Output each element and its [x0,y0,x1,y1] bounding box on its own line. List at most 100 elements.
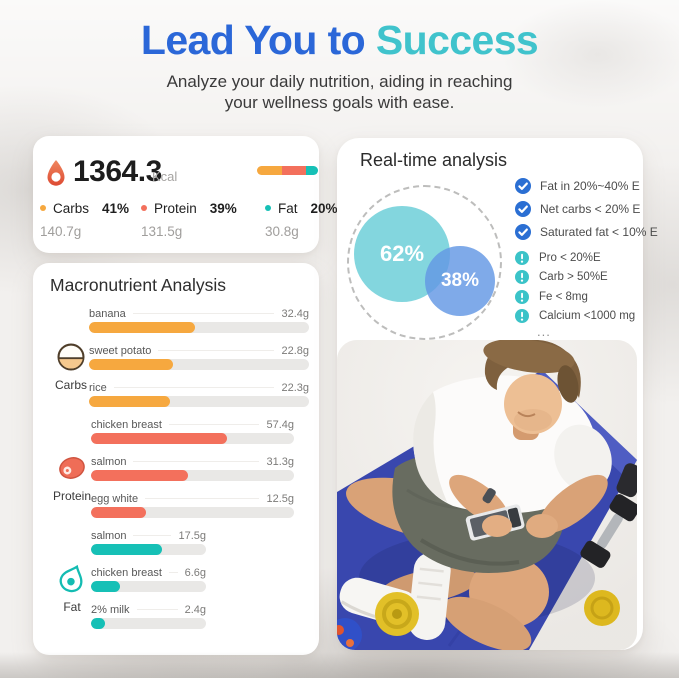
bar-leader-line [132,313,275,314]
warn-item: Pro < 20%E [515,248,643,268]
bar-item: chicken breast 6.6g [91,566,206,592]
dumbbell [580,494,637,568]
analysis-card-title: Real-time analysis [360,150,508,170]
rice-bowl-icon [54,340,88,374]
macro-group-icon-col: Fat [53,529,91,640]
macro-group-icon-col: Carbs [53,307,89,418]
bar-leader-line [113,387,275,388]
check-item: Fat in 20%~40% E [515,174,643,197]
bar-track [89,322,309,333]
bar-label: banana [89,307,126,320]
bar-track [91,470,294,481]
bar-value: 57.4g [266,418,294,431]
venn-small-label: 38% [440,270,480,291]
bar-track [91,507,294,518]
bar-label: salmon [91,529,127,542]
page-subtitle: Analyze your daily nutrition, aiding in … [0,71,679,113]
check-item: Saturated fat < 10% E [515,220,658,243]
bar-value: 17.5g [178,529,206,542]
bar-label: rice [89,381,107,394]
bar-leader-line [158,350,275,351]
bar-fill [91,618,105,629]
bar-leader-line [145,498,260,499]
bar-fill [91,581,120,592]
bar-track [91,433,294,444]
bar-value: 32.4g [281,307,309,320]
bar-fill [91,470,189,481]
lifestyle-photo [337,340,637,650]
bar-track [89,396,309,407]
legend-dot [40,205,46,211]
macronutrient-card: Macronutrient Analysis Carbs banana 32.4g s… [33,263,319,655]
warn-text: Calcium <1000 mg [539,310,636,323]
check-item: Net carbs < 20% E [515,197,643,220]
bar-value: 31.3g [266,455,294,468]
calorie-flame-icon [45,159,67,187]
legend-dot [265,205,271,211]
exclamation-icon [515,270,529,285]
macro-group-bars: salmon 17.5g chicken breast 6.6g 2% milk 2.4g [91,529,206,640]
bar-item: banana 32.4g [89,307,309,333]
macro-group-fat: Fat salmon 17.5g chicken breast 6.6g 2% milk 2… [53,529,309,640]
macro-group-bars: banana 32.4g sweet potato 22.8g rice 22.3g [89,307,309,418]
macro-group-label: Carbs [54,377,87,392]
bar-label: sweet potato [89,344,152,357]
legend-label: Fat [278,200,298,216]
check-text: Saturated fat < 10% E [540,224,658,239]
legend-grams: 131.5g [141,224,183,239]
macro-group-carbs: Carbs banana 32.4g sweet potato 22.8g rice 22.… [53,307,309,418]
bar-fill [91,433,227,444]
bar-label: salmon [91,455,127,468]
legend-percent: 20% [310,200,338,216]
legend-label: Carbs [53,200,90,216]
bar-value: 6.6g [184,566,206,579]
exclamation-icon [515,250,529,265]
calorie-value: 1364.3 [73,155,162,188]
macro-group-protein: Protein chicken breast 57.4g salmon 31.3g egg… [53,418,309,529]
warn-item: Fe < 8mg [515,287,643,307]
warn-text: Carb > 50%E [539,271,608,284]
bar-item: sweet potato 22.8g [89,344,309,370]
title-success-part: Success [375,17,539,63]
bar-item: chicken breast 57.4g [91,418,294,444]
bar-leader-line [136,609,178,610]
sneaker-right [408,552,451,640]
check-icon [515,223,531,240]
blue-ball [337,618,362,650]
bar-item: egg white 12.5g [91,492,294,518]
bar-value: 22.8g [281,344,309,357]
bar-fill [91,507,146,518]
warn-text: Pro < 20%E [539,251,601,264]
analysis-checklist: Fat in 20%~40% E Net carbs < 20% E Saturat… [515,174,658,339]
warn-item: Carb > 50%E [515,268,643,288]
venn-large-label: 62% [379,241,425,266]
calorie-unit: Kcal [152,169,178,184]
yellow-ball [584,590,620,626]
macro-group-label: Protein [52,488,92,503]
bar-leader-line [133,535,172,536]
bar-leader-line [133,461,260,462]
bar-leader-line [168,424,260,425]
macro-group-icon-col: Protein [53,418,91,529]
legend-item-protein: Protein 39% 131.5g [141,200,237,239]
warn-block: Pro < 20%E Carb > 50%E Fe < 8mg Calcium <10… [515,248,643,326]
page-title: Lead You to Success [0,18,679,62]
legend-item-fat: Fat 20% 30.8g [265,200,338,239]
warn-text: Fe < 8mg [539,290,588,303]
macro-legend: Carbs 41% 140.7g Protein 39% 131.5g Fat 20% 30.8… [33,200,338,248]
bar-fill [89,359,173,370]
venn-outline-circle [347,185,502,340]
bar-value: 22.3g [281,381,309,394]
check-icon [515,200,531,217]
macro-card-title: Macronutrient Analysis [50,275,227,295]
bar-item: rice 22.3g [89,381,309,407]
legend-item-carbs: Carbs 41% 140.7g [40,200,129,239]
exclamation-icon [515,289,529,304]
marble-edge [0,652,679,678]
warn-item: Calcium <1000 mg [515,307,643,327]
legend-percent: 39% [209,200,237,216]
bar-item: salmon 17.5g [91,529,206,555]
macro-group-bars: chicken breast 57.4g salmon 31.3g egg white 1… [91,418,294,529]
exclamation-icon [515,309,529,324]
bar-item: 2% milk 2.4g [91,603,206,629]
